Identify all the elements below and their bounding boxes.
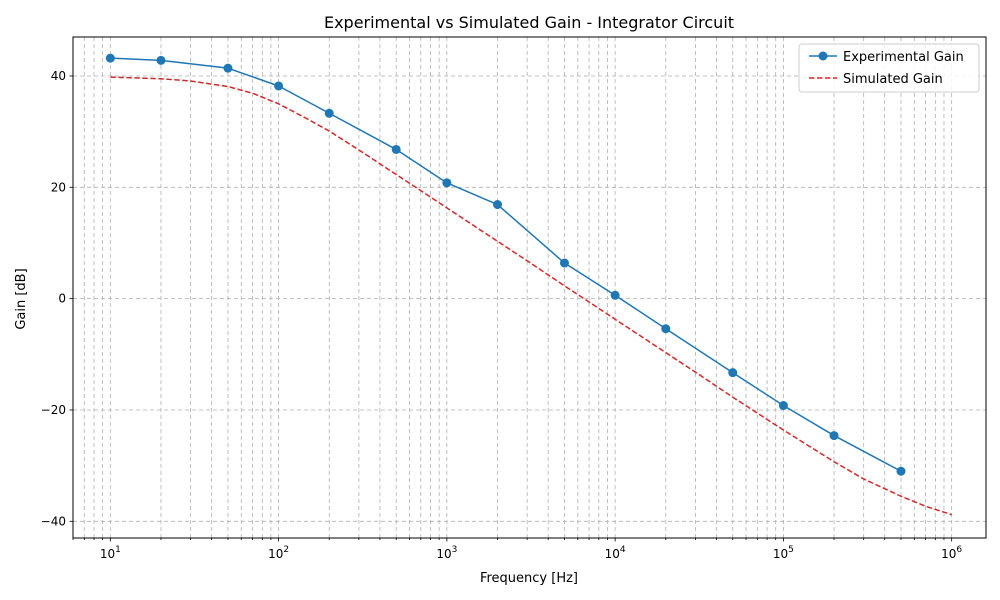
y-tick-label: 20 — [51, 180, 66, 194]
y-tick-label: 0 — [58, 292, 66, 306]
x-tick-label: 101 — [100, 545, 121, 561]
chart-title: Experimental vs Simulated Gain - Integra… — [324, 13, 734, 32]
legend-label-experimental: Experimental Gain — [843, 50, 964, 65]
x-tick-label: 102 — [268, 545, 289, 561]
data-point — [274, 81, 284, 91]
data-point — [493, 200, 503, 210]
series-line-simulated — [110, 76, 952, 516]
legend: Experimental Gain Simulated Gain — [798, 43, 980, 93]
grid — [72, 37, 986, 538]
data-point — [442, 178, 452, 188]
plot-frame — [72, 36, 987, 539]
x-tick-label: 104 — [605, 545, 626, 561]
data-point — [610, 290, 620, 300]
data-point — [324, 108, 334, 118]
data-point — [105, 53, 115, 63]
data-point — [728, 368, 738, 378]
data-point — [778, 401, 788, 411]
data-point — [661, 324, 671, 334]
data-point — [896, 466, 906, 476]
legend-marker-experimental — [818, 51, 828, 61]
y-axis-label: Gain [dB] — [14, 268, 29, 329]
legend-label-simulated: Simulated Gain — [843, 72, 943, 87]
x-tick-label: 103 — [436, 545, 457, 561]
y-tick-label: −20 — [41, 403, 66, 417]
data-point — [156, 55, 166, 65]
x-tick-label: 106 — [941, 545, 962, 561]
data-point — [391, 144, 401, 154]
data-point — [223, 63, 233, 73]
axis-ticks: 101 102 103 104 105 106 40 20 0 −20 −40 — [41, 69, 963, 561]
legend-box — [798, 43, 980, 93]
data-point — [559, 258, 569, 268]
x-tick-label: 105 — [773, 545, 794, 561]
data-point — [829, 431, 839, 441]
y-tick-label: −40 — [41, 514, 66, 528]
y-tick-label: 40 — [51, 69, 66, 83]
series-layer — [105, 53, 952, 516]
x-axis-label: Frequency [Hz] — [480, 571, 578, 586]
